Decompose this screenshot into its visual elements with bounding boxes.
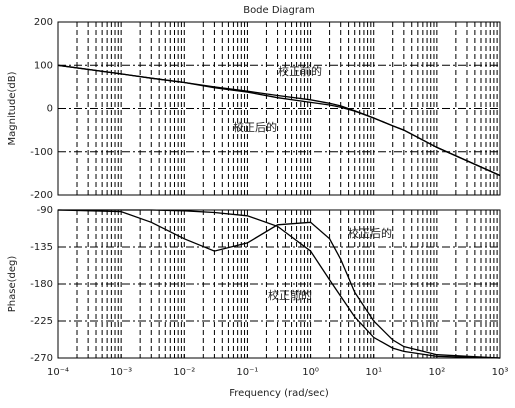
y-axis-label: Magnitude(dB) — [7, 71, 18, 145]
y-tick-label: 200 — [34, 17, 53, 28]
annotation: 校正前的 — [278, 64, 322, 78]
annotation: 校正前的 — [268, 288, 312, 302]
series-line — [57, 64, 501, 177]
y-tick-label: -270 — [30, 353, 53, 364]
x-tick-label: 10⁻⁴ — [47, 367, 69, 378]
y-axis-label: Phase(deg) — [7, 256, 18, 313]
x-tick-label: 10⁻¹ — [236, 367, 258, 378]
y-tick-label: -90 — [37, 205, 53, 216]
y-tick-label: -135 — [30, 242, 53, 253]
series-line — [57, 209, 501, 359]
y-tick-label: 100 — [34, 60, 53, 71]
x-tick-label: 10² — [428, 367, 445, 378]
x-tick-label: 10¹ — [365, 367, 382, 378]
annotation: 校正后的 — [233, 120, 277, 134]
y-tick-label: -200 — [30, 190, 53, 201]
x-tick-label: 10³ — [492, 367, 509, 378]
y-tick-label: -180 — [30, 279, 53, 290]
x-axis-label: Frequency (rad/sec) — [229, 388, 329, 399]
x-tick-label: 10⁻³ — [110, 367, 132, 378]
annotation: 校正后的 — [348, 226, 392, 240]
y-tick-label: -225 — [30, 316, 53, 327]
y-tick-label: 0 — [47, 104, 53, 115]
y-tick-label: -100 — [30, 147, 53, 158]
chart-title: Bode Diagram — [243, 5, 315, 16]
series-line — [58, 209, 501, 359]
x-tick-label: 10⁻² — [173, 367, 195, 378]
x-tick-label: 10⁰ — [302, 367, 319, 378]
